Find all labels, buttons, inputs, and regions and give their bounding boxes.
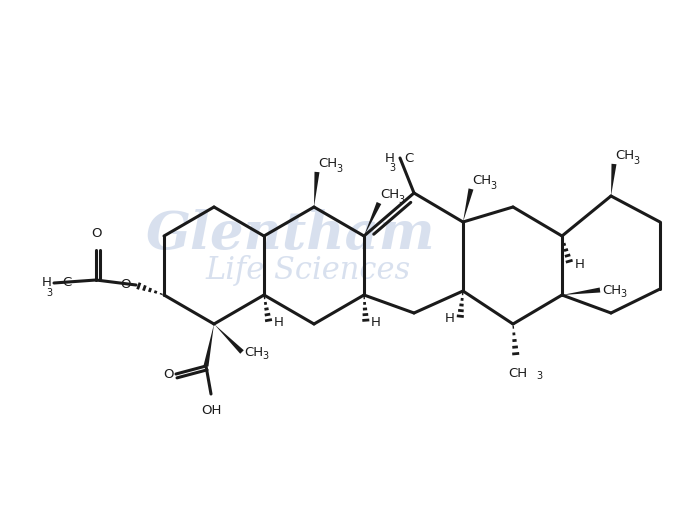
Text: Glentham: Glentham [145, 209, 435, 259]
Text: CH: CH [380, 188, 399, 201]
Text: CH: CH [615, 149, 634, 162]
Text: 3: 3 [389, 163, 395, 173]
Text: O: O [120, 279, 131, 292]
Text: 3: 3 [262, 351, 268, 361]
Polygon shape [611, 164, 617, 196]
Text: H: H [575, 257, 585, 270]
Polygon shape [463, 188, 473, 222]
Text: Life Sciences: Life Sciences [205, 254, 411, 285]
Text: O: O [90, 227, 101, 240]
Text: OH: OH [201, 404, 221, 417]
Text: CH: CH [602, 283, 621, 296]
Text: 3: 3 [336, 164, 342, 174]
Polygon shape [214, 324, 244, 354]
Text: H: H [445, 313, 455, 326]
Text: CH: CH [244, 345, 263, 358]
Polygon shape [203, 324, 214, 367]
Text: 3: 3 [620, 289, 626, 299]
Text: 3: 3 [633, 156, 639, 166]
Text: H: H [371, 317, 381, 330]
Polygon shape [562, 288, 601, 295]
Text: C: C [404, 151, 413, 164]
Text: H: H [42, 277, 52, 290]
Text: 3: 3 [398, 195, 404, 205]
Text: 3: 3 [536, 371, 542, 381]
Text: H: H [385, 151, 395, 164]
Polygon shape [364, 202, 381, 236]
Text: O: O [164, 368, 174, 381]
Text: CH: CH [318, 157, 337, 170]
Text: H: H [274, 317, 284, 330]
Text: 3: 3 [46, 288, 52, 298]
Text: CH: CH [472, 174, 491, 187]
Text: 3: 3 [490, 181, 496, 191]
Polygon shape [314, 172, 319, 207]
Text: CH: CH [509, 367, 528, 380]
Text: C: C [62, 277, 71, 290]
